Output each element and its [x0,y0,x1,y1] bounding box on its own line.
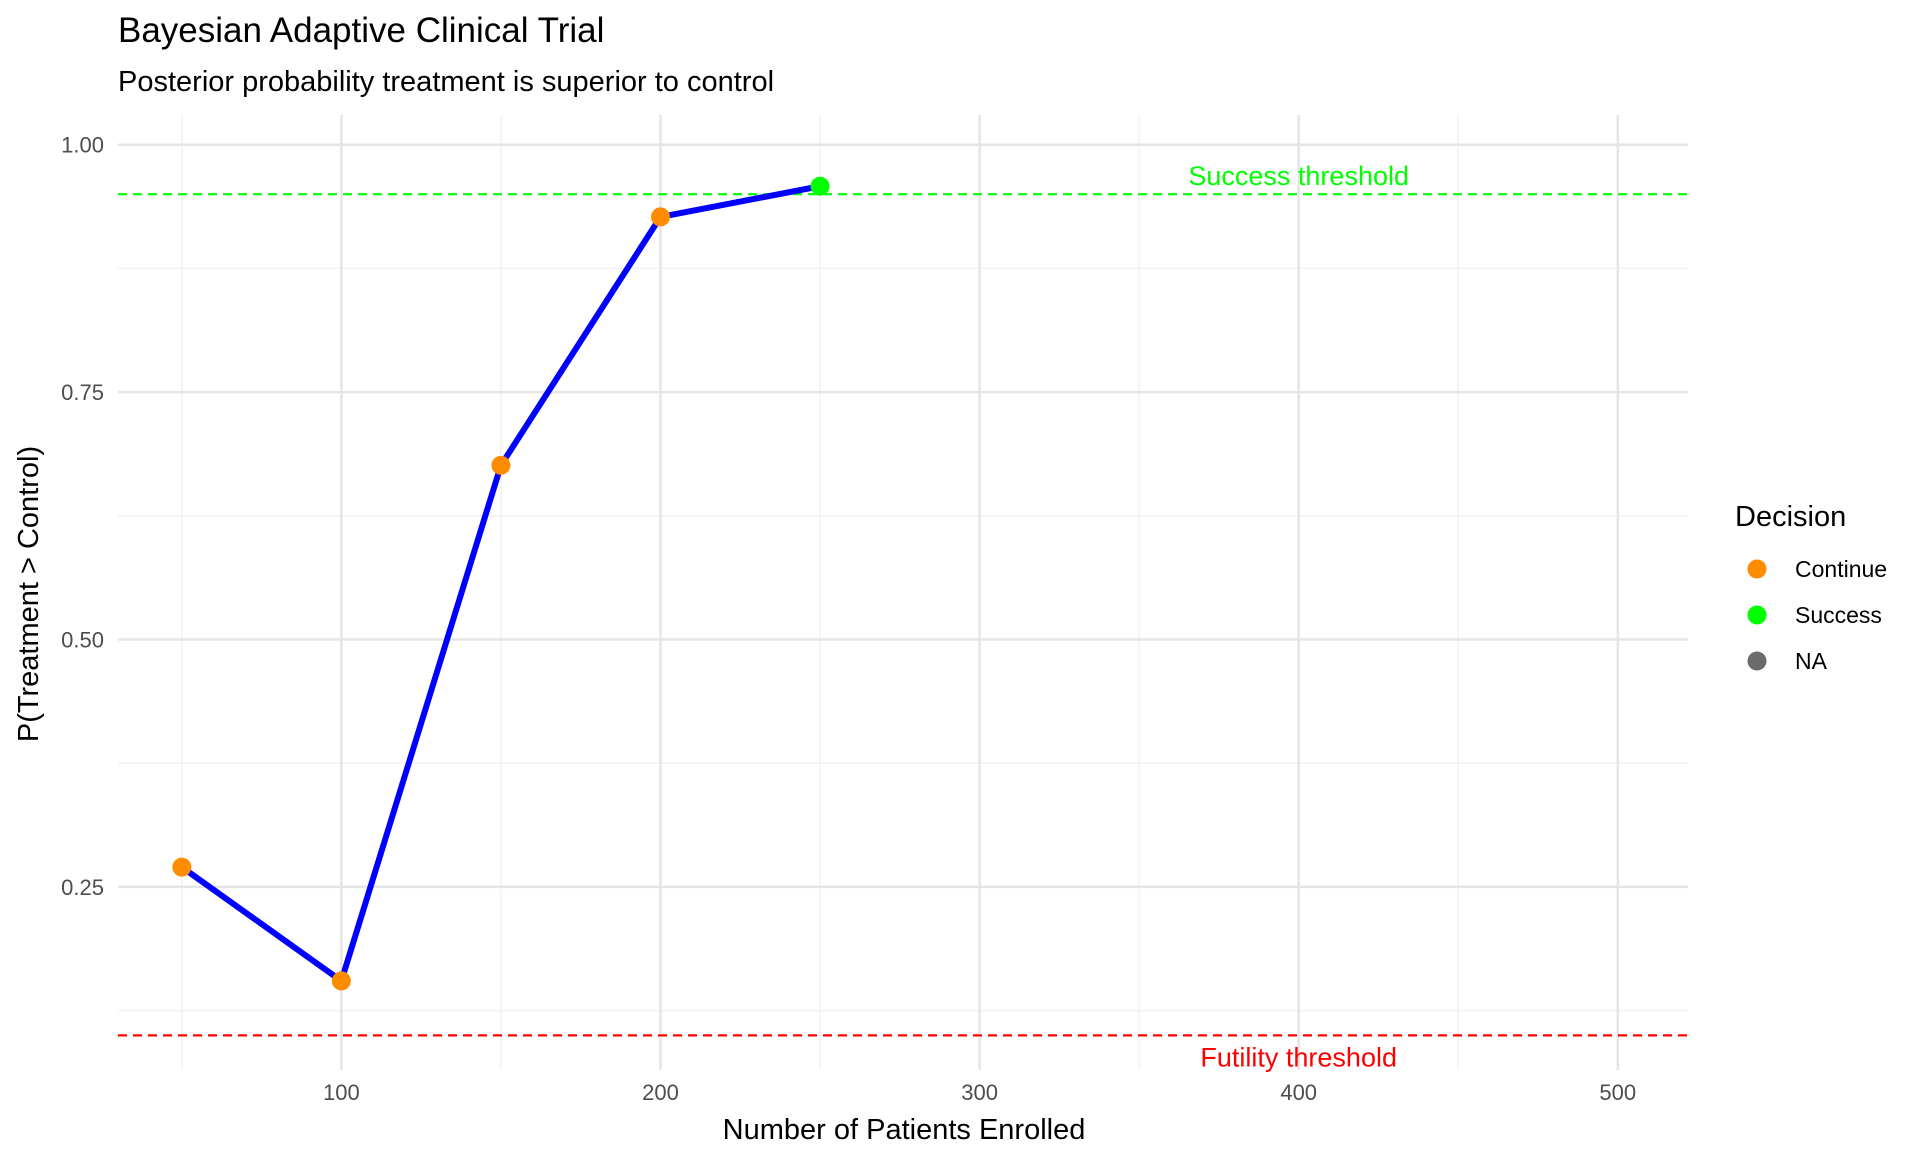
x-tick-label: 200 [642,1080,679,1105]
threshold-lines: Success threshold Futility threshold [118,161,1688,1072]
data-series [172,176,830,991]
legend-key-continue [1747,559,1767,579]
legend-label-success: Success [1795,602,1882,628]
legend-label-continue: Continue [1795,556,1887,582]
data-point-4 [810,176,830,196]
x-axis-label: Number of Patients Enrolled [723,1114,1086,1146]
legend-key-success [1747,605,1767,625]
x-tick-label: 100 [323,1080,360,1105]
x-tick-label: 300 [961,1080,998,1105]
y-tick-label: 0.75 [61,380,104,405]
data-point-2 [491,455,511,475]
chart-subtitle: Posterior probability treatment is super… [118,66,774,98]
x-tick-label: 500 [1599,1080,1636,1105]
threshold-label-0: Success threshold [1188,161,1409,191]
legend: Decision Continue Success NA [1735,501,1887,674]
y-tick-label: 0.25 [61,875,104,900]
data-point-3 [650,207,670,227]
threshold-label-1: Futility threshold [1200,1042,1397,1072]
data-point-1 [331,971,351,991]
legend-label-na: NA [1795,648,1828,674]
y-tick-label: 1.00 [61,133,104,158]
y-tick-label: 0.50 [61,628,104,653]
tick-labels: 100 200 300 400 500 0.25 0.50 0.75 1.00 [61,133,1636,1105]
x-tick-label: 400 [1280,1080,1317,1105]
data-point-0 [172,857,192,877]
y-axis-label: P(Treatment > Control) [13,446,45,742]
grid-lines [118,115,1688,1070]
chart-title: Bayesian Adaptive Clinical Trial [118,11,604,50]
legend-key-na [1747,651,1767,671]
legend-title: Decision [1735,501,1846,533]
